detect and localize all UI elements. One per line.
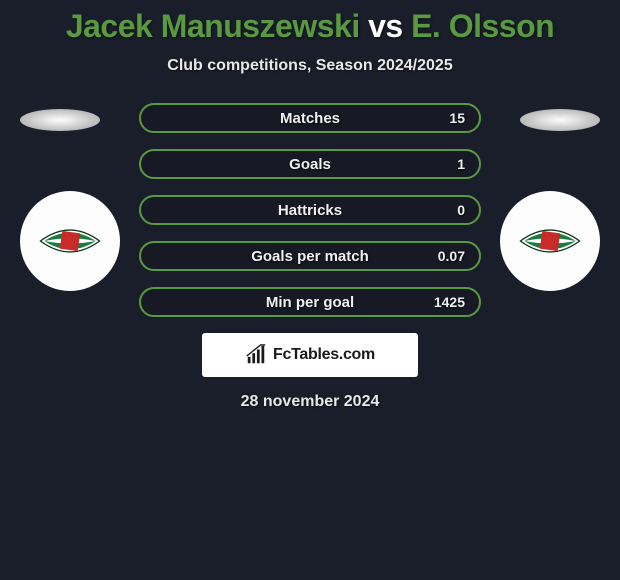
player1-club-badge	[20, 191, 120, 291]
main-comparison-area: Matches 15 Goals 1 Hattricks 0 Goals per…	[0, 103, 620, 411]
stat-row-hattricks: Hattricks 0	[139, 195, 481, 225]
stat-label: Matches	[280, 110, 340, 127]
stat-label: Goals	[289, 156, 331, 173]
subtitle: Club competitions, Season 2024/2025	[0, 57, 620, 75]
brand-text: FcTables.com	[273, 346, 375, 364]
club-crest-icon	[36, 223, 104, 259]
stat-value-right: 0.07	[438, 248, 465, 264]
stat-value-right: 1	[457, 156, 465, 172]
stat-label: Goals per match	[251, 248, 369, 265]
player2-ball-icon	[520, 109, 600, 131]
stat-label: Min per goal	[266, 294, 354, 311]
generation-date: 28 november 2024	[0, 393, 620, 411]
stat-rows: Matches 15 Goals 1 Hattricks 0 Goals per…	[139, 103, 481, 317]
player1-ball-icon	[20, 109, 100, 131]
stat-row-matches: Matches 15	[139, 103, 481, 133]
chart-bar-icon	[245, 344, 267, 366]
stat-row-goals-per-match: Goals per match 0.07	[139, 241, 481, 271]
stat-value-right: 1425	[434, 294, 465, 310]
player1-name: Jacek Manuszewski	[66, 8, 360, 44]
club-crest-icon	[516, 223, 584, 259]
stat-row-goals: Goals 1	[139, 149, 481, 179]
comparison-title: Jacek Manuszewski vs E. Olsson	[0, 0, 620, 45]
stat-value-right: 15	[449, 110, 465, 126]
player2-club-badge	[500, 191, 600, 291]
vs-label: vs	[368, 8, 403, 44]
brand-watermark[interactable]: FcTables.com	[202, 333, 418, 377]
stat-label: Hattricks	[278, 202, 342, 219]
stat-value-right: 0	[457, 202, 465, 218]
stat-row-min-per-goal: Min per goal 1425	[139, 287, 481, 317]
player2-name: E. Olsson	[411, 8, 554, 44]
